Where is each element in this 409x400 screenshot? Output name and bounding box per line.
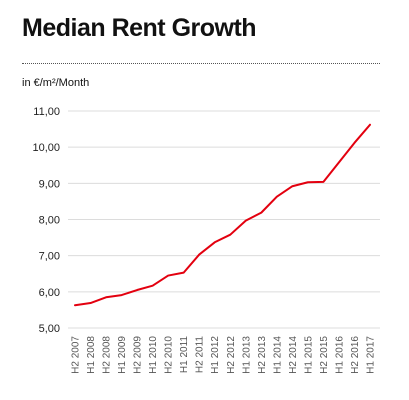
x-tick-label: H2 2007 [71,336,82,374]
y-axis-unit-label: in €/m²/Month [22,77,90,89]
y-tick-labels: 5,00 6,00 7,00 8,00 9,00 10,00 11,00 [32,106,60,335]
x-tick-label: H2 2011 [195,336,206,374]
x-tick-labels: H2 2007 H1 2008 H2 2008 H1 2009 H2 2009 H1 20… [71,336,377,374]
x-tick-label: H2 2014 [288,336,299,374]
x-tick-label: H1 2009 [117,336,128,374]
chart-title: Median Rent Growth [22,14,257,42]
x-tick-label: H1 2008 [86,336,97,374]
y-tick-label: 9,00 [39,178,60,190]
x-tick-label: H1 2017 [366,336,377,374]
x-tick-label: H2 2013 [257,336,268,374]
y-tick-label: 8,00 [39,215,60,227]
x-tick-label: H2 2012 [226,336,237,374]
x-tick-label: H1 2016 [334,336,345,374]
series-line [74,123,371,307]
x-tick-label: H1 2011 [179,336,190,374]
x-tick-label: H2 2016 [350,336,361,374]
y-tick-label: 11,00 [33,106,60,118]
x-tick-label: H1 2014 [272,336,283,374]
x-tick-label: H1 2013 [241,336,252,374]
y-tick-label: 10,00 [32,142,60,154]
y-tick-label: 5,00 [39,323,60,335]
grid-lines [68,110,380,329]
series-layer [74,123,371,307]
x-tick-label: H1 2010 [148,336,159,374]
x-tick-label: H2 2008 [102,336,113,374]
title-divider [22,63,380,64]
x-tick-label: H1 2015 [303,336,314,374]
x-tick-label: H2 2010 [164,336,175,374]
y-tick-label: 6,00 [39,287,60,299]
x-tick-label: H1 2012 [210,336,221,374]
y-tick-label: 7,00 [39,251,60,263]
x-tick-label: H2 2015 [319,336,330,374]
x-tick-label: H2 2009 [133,336,144,374]
